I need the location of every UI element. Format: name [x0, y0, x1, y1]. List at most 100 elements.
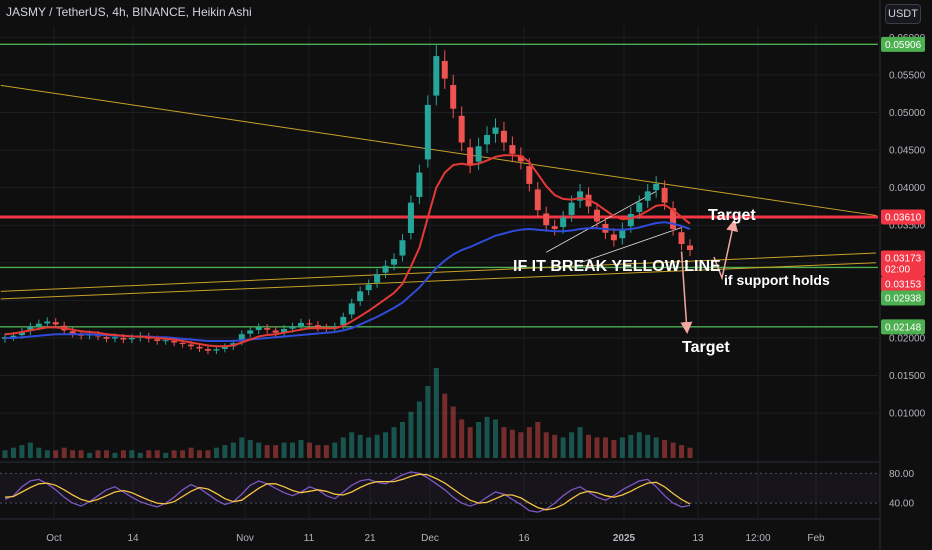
- volume-bar: [273, 445, 279, 458]
- level-price-label-bg: [881, 319, 925, 335]
- volume-bar: [619, 437, 625, 458]
- moving-averages: [4, 154, 691, 348]
- descending-trendline: [0, 84, 877, 216]
- volume-bar: [636, 432, 642, 458]
- volume-bar: [552, 434, 558, 458]
- candle-body: [627, 213, 634, 227]
- volume-bar: [137, 452, 143, 458]
- volume-bar: [357, 434, 363, 458]
- candle-body: [10, 335, 17, 338]
- candle-body: [204, 349, 211, 351]
- level-price-label-text: 0.05906: [885, 40, 922, 51]
- volume-bar: [501, 427, 507, 458]
- volume-bar: [256, 442, 262, 458]
- candle-body: [188, 344, 195, 347]
- level-price-label: 0.02148: [881, 319, 925, 335]
- volume-bar: [670, 442, 676, 458]
- time-tick-label: 14: [127, 533, 139, 544]
- time-tick-label: 21: [364, 533, 376, 544]
- rsi-line: [4, 471, 691, 513]
- candle-body: [365, 284, 372, 291]
- countdown-label-text: 02:00: [885, 265, 910, 276]
- candle-body: [221, 346, 228, 349]
- rsi-tick-label: 40.00: [889, 499, 914, 510]
- time-tick-label: 16: [518, 533, 530, 544]
- candle-body: [526, 166, 533, 184]
- candle-body: [636, 202, 643, 212]
- volume-bar: [586, 434, 592, 458]
- support-price-label-bg: [881, 290, 925, 306]
- volume-bar: [442, 393, 448, 458]
- level-price-label-text: 0.02148: [885, 322, 922, 333]
- volume-bar: [433, 368, 439, 458]
- volume-bar: [19, 445, 25, 458]
- level-price-label: 0.05906: [881, 36, 925, 52]
- price-tick-label: 0.04000: [889, 183, 926, 194]
- volume-bar: [70, 450, 76, 458]
- candle-body: [247, 330, 254, 334]
- candle-body: [35, 323, 42, 327]
- candle-body: [374, 274, 381, 283]
- price-tick-label: 0.05000: [889, 108, 926, 119]
- volume-bar: [180, 450, 186, 458]
- lower-support-line: [0, 262, 877, 300]
- annotation-arrows: [680, 219, 738, 334]
- volume-bar: [205, 450, 211, 458]
- rsi-ma-line: [4, 473, 691, 511]
- volume-bar: [399, 422, 405, 458]
- volume-bar: [36, 447, 42, 458]
- ema-price-label: 0.03153: [881, 276, 925, 292]
- volume-bar: [425, 386, 431, 458]
- volume-bar: [264, 445, 270, 458]
- volume-bar: [679, 445, 685, 458]
- support-price-label-text: 0.02938: [885, 294, 922, 305]
- volume-bar: [383, 432, 389, 458]
- volume-bar: [154, 450, 160, 458]
- volume-bar: [509, 429, 515, 458]
- volume-bar: [366, 437, 372, 458]
- candle-body: [568, 202, 575, 215]
- volume-bars: [2, 368, 693, 458]
- volume-bar: [560, 437, 566, 458]
- price-tick-label: 0.02000: [889, 333, 926, 344]
- candle-body: [610, 234, 617, 241]
- volume-bar: [611, 440, 617, 458]
- volume-bar: [230, 442, 236, 458]
- candle-body: [128, 337, 135, 340]
- candle-body: [484, 135, 491, 145]
- time-tick-label: 13: [692, 533, 704, 544]
- volume-bar: [526, 427, 532, 458]
- target-lower-label: Target: [682, 339, 730, 356]
- volume-bar: [577, 427, 583, 458]
- candle-body: [543, 213, 550, 226]
- time-tick-label: 11: [304, 533, 315, 544]
- volume-bar: [543, 432, 549, 458]
- candle-body: [424, 104, 431, 160]
- candle-body: [314, 325, 321, 328]
- down-target-arrow: [680, 251, 693, 334]
- candle-body: [678, 232, 685, 244]
- trend-lines: [0, 84, 877, 300]
- support-holds-label: if support holds: [724, 272, 830, 288]
- volume-bar: [602, 437, 608, 458]
- time-axis[interactable]: Oct 14 Nov 11 21 Dec 16 2025 13 12:00 Feb: [46, 533, 825, 544]
- volume-bar: [171, 450, 177, 458]
- candle-body: [593, 209, 600, 222]
- volume-bar: [222, 445, 228, 458]
- price-tick-label: 0.01500: [889, 371, 926, 382]
- candle-body: [653, 183, 660, 191]
- volume-bar: [213, 447, 219, 458]
- candle-body: [661, 187, 668, 203]
- candle-body: [560, 217, 567, 227]
- candle-body: [500, 130, 507, 143]
- currency-button[interactable]: USDT: [885, 4, 921, 24]
- candle-body: [517, 155, 524, 162]
- time-tick-label: Nov: [236, 533, 254, 544]
- candle-body: [416, 172, 423, 197]
- volume-bar: [197, 450, 203, 458]
- volume-bar: [95, 450, 101, 458]
- volume-bar: [416, 401, 422, 458]
- time-tick-label: Oct: [46, 533, 62, 544]
- volume-bar: [87, 452, 93, 458]
